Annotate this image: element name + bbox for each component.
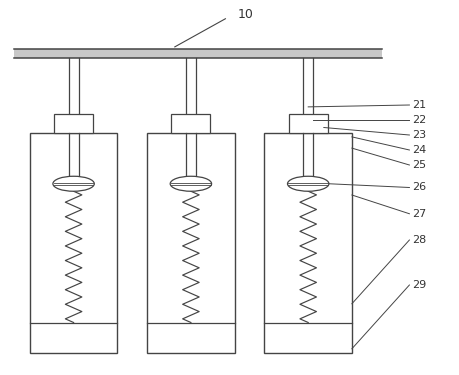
- Bar: [14, 49, 381, 58]
- Text: 23: 23: [411, 130, 425, 140]
- Text: 27: 27: [411, 209, 425, 219]
- Bar: [147, 133, 234, 352]
- Bar: [264, 133, 351, 352]
- Text: 24: 24: [411, 145, 425, 155]
- Ellipse shape: [287, 176, 328, 191]
- Text: 10: 10: [238, 9, 253, 21]
- Bar: [30, 133, 117, 352]
- Text: 25: 25: [411, 160, 425, 170]
- Text: 22: 22: [411, 115, 425, 125]
- Bar: [54, 114, 93, 133]
- Bar: [171, 114, 210, 133]
- Text: 26: 26: [411, 183, 425, 192]
- Ellipse shape: [170, 176, 211, 191]
- Text: 28: 28: [411, 235, 425, 245]
- Bar: [288, 114, 327, 133]
- Text: 21: 21: [411, 100, 425, 110]
- Ellipse shape: [53, 176, 94, 191]
- Text: 29: 29: [411, 280, 425, 290]
